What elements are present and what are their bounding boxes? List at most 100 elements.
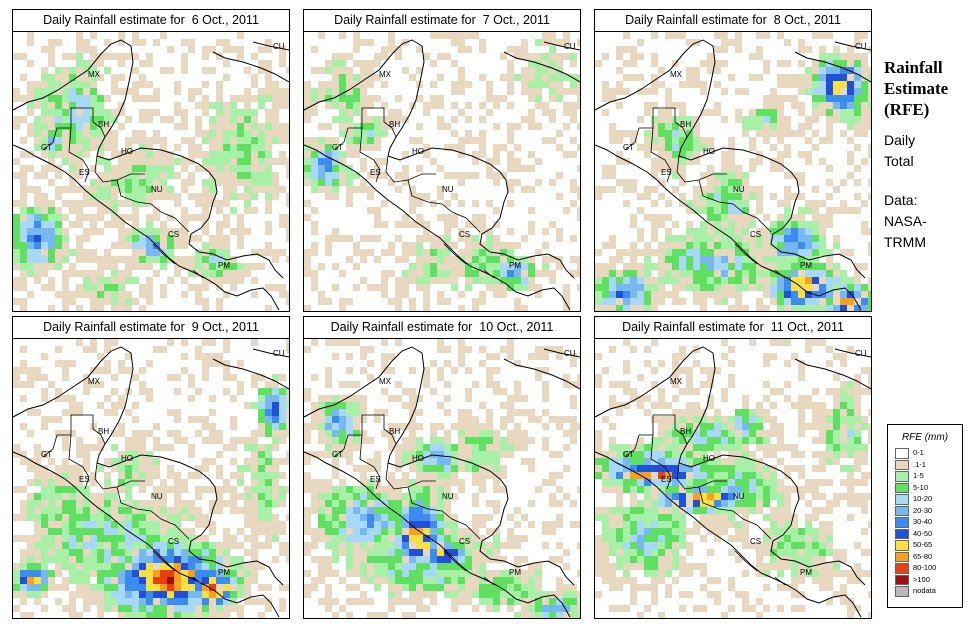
country-label-es: ES <box>79 475 90 484</box>
rainfall-cell <box>770 298 777 305</box>
rainfall-cell <box>451 39 458 46</box>
country-label-pm: PM <box>509 568 521 577</box>
coastline <box>304 346 580 618</box>
rainfall-cell <box>265 179 272 186</box>
rainfall-cell <box>402 549 409 556</box>
rainfall-cell <box>223 116 230 123</box>
rainfall-cell <box>209 172 216 179</box>
rainfall-cell <box>76 158 83 165</box>
rainfall-cell <box>111 256 118 263</box>
rainfall-cell <box>714 214 721 221</box>
rainfall-cell <box>27 493 34 500</box>
rainfall-cell <box>479 102 486 109</box>
rainfall-cell <box>861 102 868 109</box>
rainfall-cell <box>367 521 374 528</box>
rainfall-cell <box>237 116 244 123</box>
rainfall-cell <box>62 549 69 556</box>
rainfall-cell <box>339 437 346 444</box>
rainfall-cell <box>395 563 402 570</box>
rainfall-cell <box>304 270 311 277</box>
rainfall-cell <box>395 591 402 598</box>
rainfall-cell <box>735 32 742 39</box>
rainfall-cell <box>244 270 251 277</box>
rainfall-cell <box>244 402 251 409</box>
rainfall-cell <box>609 291 616 298</box>
rainfall-cell <box>763 130 770 137</box>
rainfall-cell <box>209 263 216 270</box>
rainfall-cell <box>62 130 69 137</box>
rainfall-cell <box>500 598 507 605</box>
rainfall-cell <box>332 444 339 451</box>
rainfall-cell <box>244 521 251 528</box>
rainfall-cell <box>423 235 430 242</box>
rainfall-cell <box>111 493 118 500</box>
rainfall-cell <box>223 549 230 556</box>
rainfall-cell <box>125 158 132 165</box>
rainfall-cell <box>707 228 714 235</box>
map-panel-oct7: Daily Rainfall estimate for 7 Oct., 2011… <box>303 9 581 312</box>
rainfall-cell <box>395 556 402 563</box>
rainfall-cell <box>672 360 679 367</box>
rainfall-cell <box>353 339 360 346</box>
rainfall-cell <box>132 556 139 563</box>
rainfall-cell <box>521 437 528 444</box>
rainfall-cell <box>500 570 507 577</box>
rainfall-cell <box>153 193 160 200</box>
rainfall-cell <box>111 444 118 451</box>
rainfall-cell <box>861 200 868 207</box>
rainfall-cell <box>637 465 644 472</box>
rainfall-cell <box>83 388 90 395</box>
rainfall-cell <box>693 451 700 458</box>
rainfall-cell <box>139 598 146 605</box>
rainfall-cell <box>97 263 104 270</box>
rainfall-cell <box>616 249 623 256</box>
rainfall-cell <box>465 284 472 291</box>
rainfall-cell <box>423 528 430 535</box>
rainfall-cell <box>48 137 55 144</box>
rainfall-cell <box>27 81 34 88</box>
rainfall-cell <box>563 109 570 116</box>
rainfall-cell <box>41 577 48 584</box>
rainfall-cell <box>76 32 83 39</box>
rainfall-cell <box>374 563 381 570</box>
rainfall-cell <box>521 67 528 74</box>
country-label-pm: PM <box>509 261 521 270</box>
rainfall-cell <box>644 444 651 451</box>
rainfall-cell <box>167 277 174 284</box>
rainfall-cell <box>707 430 714 437</box>
rainfall-cell <box>125 235 132 242</box>
rainfall-cell <box>770 423 777 430</box>
rainfall-cell <box>388 395 395 402</box>
rainfall-cell <box>318 409 325 416</box>
rainfall-cell <box>83 130 90 137</box>
rainfall-cell <box>707 186 714 193</box>
rainfall-cell <box>556 605 563 612</box>
rainfall-cell <box>188 151 195 158</box>
rainfall-cell <box>458 151 465 158</box>
rainfall-cell <box>521 458 528 465</box>
rainfall-cell <box>686 242 693 249</box>
rainfall-cell <box>132 416 139 423</box>
rainfall-cell <box>819 451 826 458</box>
rainfall-cell <box>847 207 854 214</box>
rainfall-cell <box>62 500 69 507</box>
rainfall-cell <box>118 367 125 374</box>
rainfall-cell <box>104 95 111 102</box>
rainfall-cell <box>826 388 833 395</box>
rainfall-cell <box>188 416 195 423</box>
rainfall-cell <box>742 263 749 270</box>
rainfall-cell <box>132 612 139 618</box>
rainfall-cell <box>272 486 279 493</box>
rainfall-cell <box>174 493 181 500</box>
rainfall-cell <box>367 235 374 242</box>
rainfall-cell <box>104 263 111 270</box>
rainfall-cell <box>847 416 854 423</box>
rainfall-cell <box>339 130 346 137</box>
rainfall-cell <box>423 305 430 311</box>
rainfall-cell <box>367 570 374 577</box>
rainfall-cell <box>76 109 83 116</box>
rainfall-cell <box>458 144 465 151</box>
rainfall-cell <box>805 242 812 249</box>
rainfall-cell <box>500 74 507 81</box>
rainfall-cell <box>353 95 360 102</box>
